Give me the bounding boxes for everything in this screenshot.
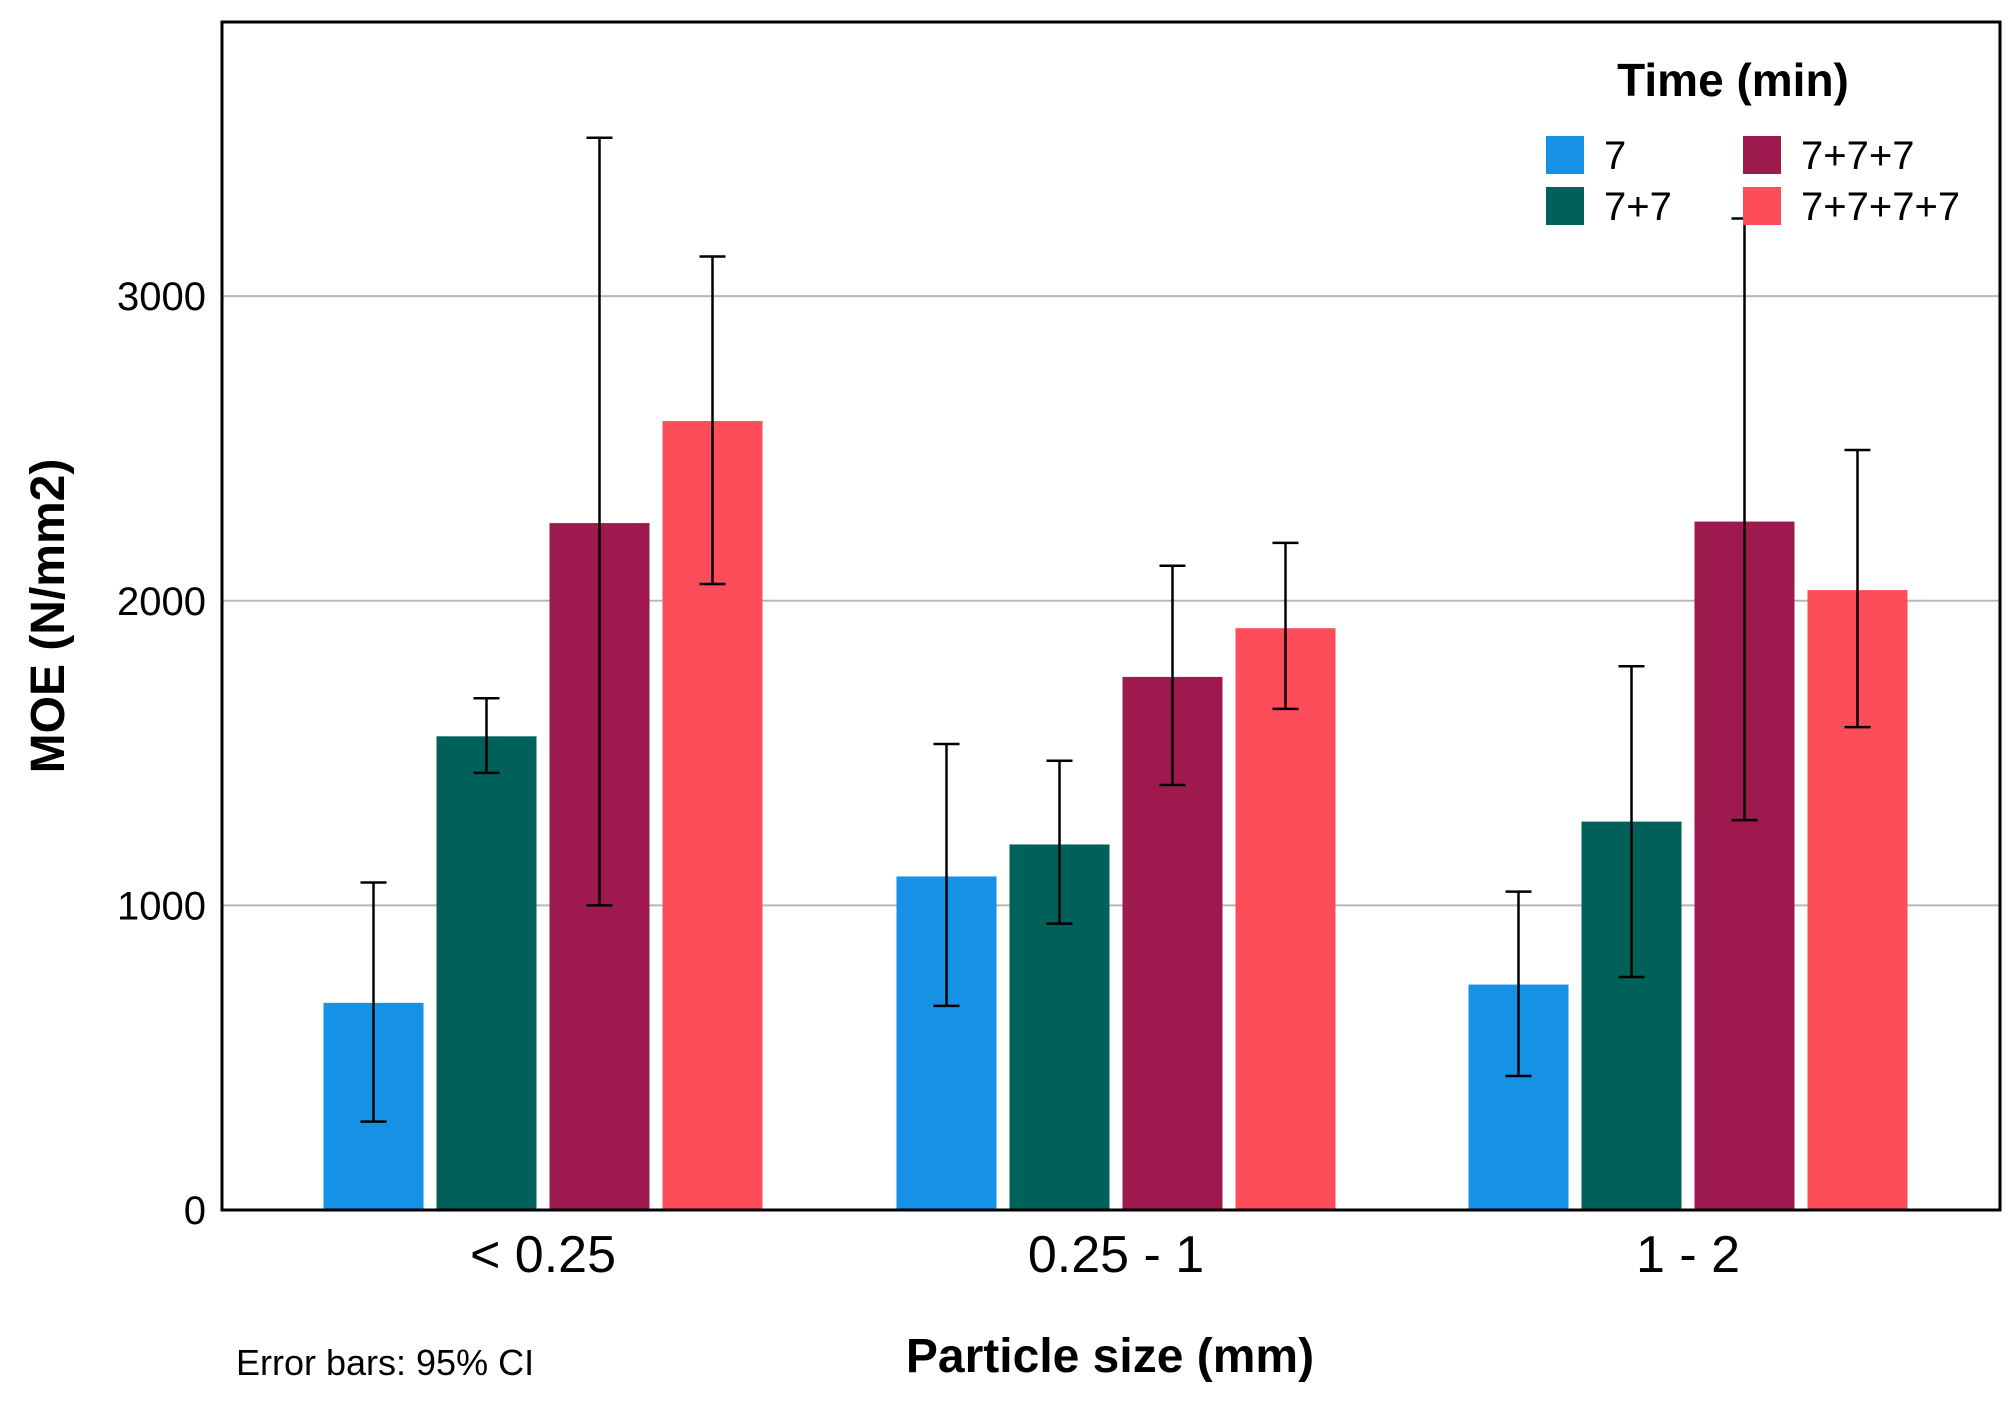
legend-items: 7 7+7 7+7+7 7+7+7+7 — [1546, 134, 1960, 229]
error-bar — [586, 136, 613, 907]
bar — [1235, 628, 1336, 1210]
legend: Time (min) 7 7+7 7+7+7 7+7+7+7 — [1546, 54, 1960, 229]
legend-swatch — [1743, 187, 1781, 225]
y-tick-label: 1000 — [117, 884, 206, 928]
error-bars-note: Error bars: 95% CI — [236, 1342, 534, 1383]
error-bar — [1046, 759, 1073, 925]
legend-item: 7+7+7 — [1743, 134, 1914, 178]
error-bar — [933, 742, 960, 1008]
plot-frame — [220, 20, 2002, 1212]
error-bar — [699, 255, 726, 586]
y-axis-ticks: 0 1000 2000 3000 — [117, 275, 206, 1233]
legend-swatch — [1546, 136, 1584, 174]
error-bar — [1618, 665, 1645, 979]
error-bar — [473, 696, 500, 775]
legend-item: 7+7+7+7 — [1743, 185, 1960, 229]
x-axis-categories: < 0.25 0.25 - 1 1 - 2 — [470, 1226, 1740, 1284]
y-tick-label: 0 — [184, 1189, 206, 1233]
x-category-label: < 0.25 — [470, 1226, 616, 1284]
y-tick-label: 3000 — [117, 275, 206, 319]
x-category-label: 1 - 2 — [1636, 1226, 1740, 1284]
error-bar — [1505, 890, 1532, 1078]
error-bars — [360, 136, 1871, 1123]
error-bar — [1159, 564, 1186, 787]
legend-label: 7 — [1604, 134, 1626, 178]
legend-label: 7+7+7+7 — [1801, 185, 1960, 229]
legend-swatch — [1546, 187, 1584, 225]
error-bar — [1272, 541, 1299, 711]
y-tick-label: 2000 — [117, 580, 206, 624]
x-category-label: 0.25 - 1 — [1028, 1226, 1204, 1284]
y-axis-title: MOE (N/mm2) — [22, 459, 75, 774]
legend-item: 7 — [1546, 134, 1626, 178]
error-bar — [1844, 448, 1871, 729]
legend-item: 7+7 — [1546, 185, 1672, 229]
error-bar — [360, 881, 387, 1123]
legend-label: 7+7+7 — [1801, 134, 1914, 178]
legend-title: Time (min) — [1617, 54, 1849, 106]
legend-swatch — [1743, 136, 1781, 174]
x-axis-title: Particle size (mm) — [906, 1330, 1314, 1383]
legend-label: 7+7 — [1604, 185, 1672, 229]
bar — [436, 736, 537, 1210]
